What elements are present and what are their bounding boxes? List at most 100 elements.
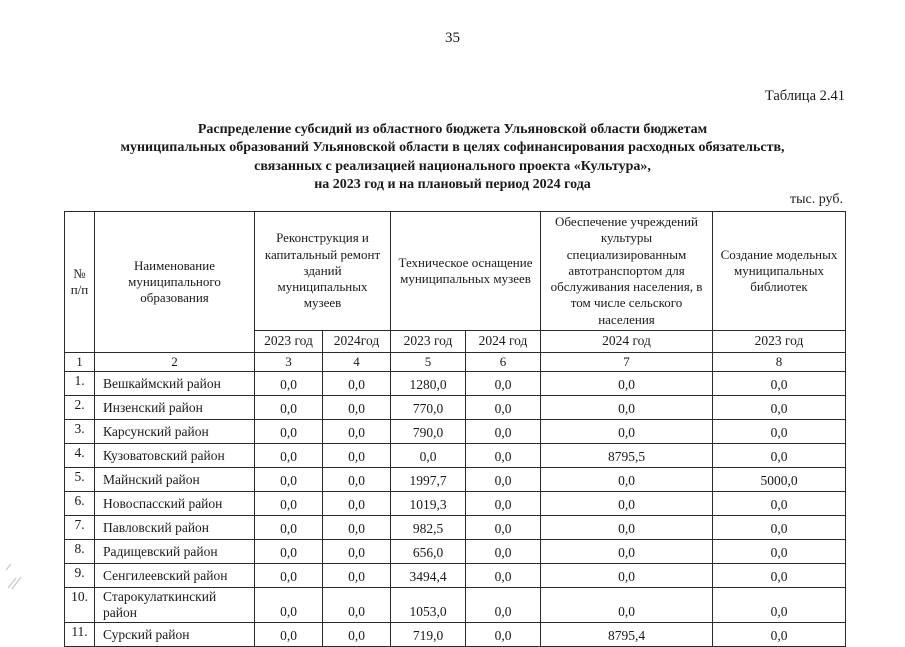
value-cell: 0,0 (322, 587, 391, 623)
value-cell: 0,0 (322, 395, 391, 420)
value-cell: 0,0 (465, 563, 541, 588)
value-cell: 0,0 (540, 587, 713, 623)
municipality-name: Кузоватовский район (94, 443, 255, 468)
value-cell: 0,0 (540, 419, 713, 444)
value-cell: 0,0 (465, 491, 541, 516)
header-row-groups: № п/п Наименование муниципального образо… (64, 211, 846, 353)
value-cell: 982,5 (390, 515, 466, 540)
value-cell: 0,0 (465, 515, 541, 540)
value-cell: 0,0 (712, 371, 846, 396)
value-cell: 0,0 (322, 563, 391, 588)
value-cell: 0,0 (540, 467, 713, 492)
header-row-years: 2023 год 2024год 2023 год 2024 год 2024 … (65, 329, 846, 353)
value-cell: 770,0 (390, 395, 466, 420)
value-cell: 656,0 (390, 539, 466, 564)
value-cell: 0,0 (540, 515, 713, 540)
header-museums-equipment: Техническое оснащение муниципальных музе… (390, 211, 541, 331)
header-libraries: Создание модельных муниципальных библиот… (712, 211, 846, 331)
row-number: 7. (64, 515, 95, 540)
value-cell: 0,0 (465, 467, 541, 492)
value-cell: 0,0 (254, 622, 323, 647)
value-cell: 0,0 (254, 515, 323, 540)
value-cell: 0,0 (322, 515, 391, 540)
value-cell: 0,0 (540, 539, 713, 564)
row-number: 3. (64, 419, 95, 444)
title-line-4: на 2023 год и на плановый период 2024 го… (314, 177, 591, 193)
table-row: 1. Вешкаймский район 0,0 0,0 1280,0 0,0 0,0 0,0 (64, 371, 846, 396)
table-row: 10. Старокулаткинский район 0,0 0,0 1053,0 0,… (64, 587, 846, 623)
title-line-3: связанных с реализацией национального пр… (254, 158, 651, 174)
value-cell: 0,0 (465, 419, 541, 444)
row-number: 6. (64, 491, 95, 516)
row-number: 1. (64, 371, 95, 396)
value-cell: 0,0 (465, 371, 541, 396)
table-row: 2. Инзенский район 0,0 0,0 770,0 0,0 0,0 0,0 (64, 395, 846, 420)
year-cell: 2023 год (254, 329, 323, 353)
value-cell: 0,0 (712, 539, 846, 564)
row-number: 4. (64, 443, 95, 468)
value-cell: 0,0 (322, 491, 391, 516)
value-cell: 0,0 (322, 539, 391, 564)
row-number: 10. (64, 587, 95, 623)
row-number: 11. (64, 622, 95, 647)
table-row: 9. Сенгилеевский район 0,0 0,0 3494,4 0,0 0,0 0… (64, 563, 846, 588)
municipality-name: Новоспасский район (94, 491, 255, 516)
value-cell: 0,0 (465, 587, 541, 623)
municipality-name: Радищевский район (94, 539, 255, 564)
year-cell: 2024год (322, 329, 391, 353)
value-cell: 0,0 (322, 371, 391, 396)
column-number: 6 (465, 351, 541, 373)
title-line-2: муниципальных образований Ульяновской об… (120, 140, 785, 156)
year-cell: 2024 год (540, 329, 713, 353)
municipality-name: Карсунский район (94, 419, 255, 444)
value-cell: 0,0 (254, 563, 323, 588)
value-cell: 0,0 (712, 622, 846, 647)
table-row: 3. Карсунский район 0,0 0,0 790,0 0,0 0,0 0,0 (64, 419, 846, 444)
title-line-1: Распределение субсидий из областного бюд… (197, 122, 708, 137)
value-cell: 0,0 (254, 467, 323, 492)
value-cell: 0,0 (712, 395, 846, 420)
municipality-name: Инзенский район (94, 395, 255, 420)
column-number: 7 (540, 351, 713, 373)
header-num: № п/п (64, 211, 95, 353)
value-cell: 0,0 (322, 467, 391, 492)
municipality-name: Павловский район (94, 515, 255, 540)
table-body: 1. Вешкаймский район 0,0 0,0 1280,0 0,0 0,0 0,0… (64, 371, 846, 647)
value-cell: 0,0 (712, 443, 846, 468)
value-cell: 5000,0 (712, 467, 846, 492)
value-cell: 0,0 (712, 419, 846, 444)
row-number: 5. (64, 467, 95, 492)
value-cell: 0,0 (254, 539, 323, 564)
column-number: 4 (322, 351, 391, 373)
row-number: 9. (64, 563, 95, 588)
value-cell: 0,0 (322, 443, 391, 468)
municipality-name: Сенгилеевский район (94, 563, 255, 588)
value-cell: 0,0 (322, 419, 391, 444)
municipality-name: Майнский район (94, 467, 255, 492)
year-cell: 2024 год (465, 329, 541, 353)
value-cell: 0,0 (540, 371, 713, 396)
table-caption-number: Таблица 2.41 (764, 88, 845, 104)
header-transport: Обеспечение учреждений культуры специали… (540, 211, 713, 331)
value-cell: 719,0 (390, 622, 466, 647)
value-cell: 8795,5 (540, 443, 713, 468)
municipality-name: Сурский район (94, 622, 255, 647)
subsidy-table-wrapper: № п/п Наименование муниципального образо… (64, 211, 846, 647)
table-row: 6. Новоспасский район 0,0 0,0 1019,3 0,0 0,0 0,… (64, 491, 846, 516)
value-cell: 0,0 (712, 491, 846, 516)
header-museums-repair: Реконструкция и капитальный ремонт здани… (254, 211, 391, 331)
column-number: 2 (94, 351, 255, 373)
header-municipality: Наименование муниципального образования (94, 211, 255, 353)
value-cell: 0,0 (465, 443, 541, 468)
value-cell: 0,0 (712, 587, 846, 623)
value-cell: 0,0 (254, 419, 323, 444)
value-cell: 0,0 (465, 539, 541, 564)
value-cell: 1053,0 (390, 587, 466, 623)
table-row: 8. Радищевский район 0,0 0,0 656,0 0,0 0,0 0,0 (64, 539, 846, 564)
header-row-column-numbers: 1 2 3 4 5 6 7 8 (64, 351, 846, 373)
value-cell: 0,0 (465, 622, 541, 647)
column-number: 3 (254, 351, 323, 373)
value-cell: 0,0 (254, 443, 323, 468)
municipality-name: Старокулаткинский район (94, 587, 255, 623)
